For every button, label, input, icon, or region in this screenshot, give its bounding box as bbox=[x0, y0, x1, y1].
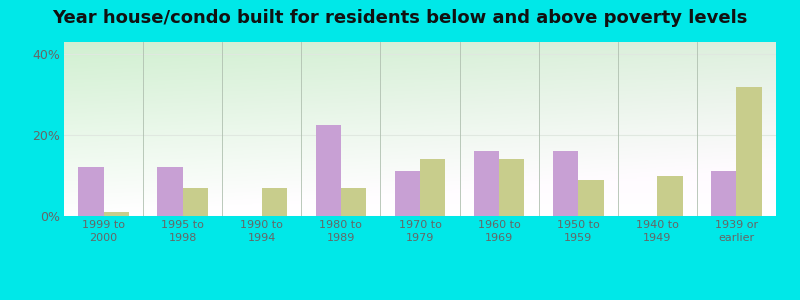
Bar bbox=[499, 159, 525, 216]
Bar bbox=[737, 86, 762, 216]
Bar bbox=[262, 188, 287, 216]
Bar bbox=[341, 188, 366, 216]
Bar bbox=[315, 125, 341, 216]
Bar bbox=[182, 188, 208, 216]
Bar bbox=[158, 167, 182, 216]
Bar bbox=[553, 151, 578, 216]
Bar bbox=[78, 167, 103, 216]
Bar bbox=[394, 172, 420, 216]
Bar bbox=[103, 212, 129, 216]
Bar bbox=[658, 176, 682, 216]
Bar bbox=[578, 180, 603, 216]
Bar bbox=[711, 172, 737, 216]
Bar bbox=[420, 159, 446, 216]
Bar bbox=[474, 151, 499, 216]
Text: Year house/condo built for residents below and above poverty levels: Year house/condo built for residents bel… bbox=[52, 9, 748, 27]
